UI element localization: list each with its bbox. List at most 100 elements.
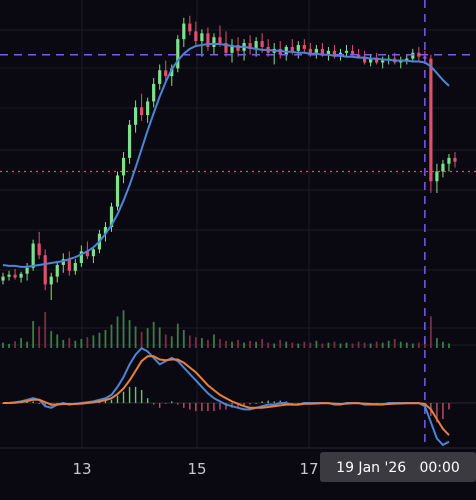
volume-bar xyxy=(122,310,125,348)
candle-body xyxy=(7,274,11,277)
volume-bar xyxy=(273,343,276,348)
x-tick-label: 15 xyxy=(187,460,206,478)
volume-bar xyxy=(339,343,342,348)
candle-body xyxy=(170,68,174,77)
volume-bar xyxy=(333,341,336,348)
moving-average-line xyxy=(2,43,450,268)
volume-bar xyxy=(351,343,354,348)
volume-bar xyxy=(74,340,77,348)
volume-bar xyxy=(285,341,288,348)
candle-body xyxy=(320,48,325,55)
macd-histogram-bar xyxy=(104,401,107,403)
macd-histogram-bar xyxy=(243,403,245,407)
volume-bar xyxy=(140,331,143,348)
volume-bar xyxy=(411,343,414,348)
volume-bar xyxy=(387,340,390,348)
candle-body xyxy=(447,157,451,164)
crosshair-date-label: 19 Jan '26 00:00 xyxy=(336,460,460,476)
volume-bar xyxy=(327,342,330,348)
macd-histogram-bar xyxy=(297,403,300,404)
macd-histogram-bar xyxy=(255,403,257,404)
volume-bar xyxy=(80,339,83,348)
volume-bar xyxy=(369,343,372,348)
x-tick-label: 13 xyxy=(72,460,91,478)
macd-layer xyxy=(0,346,476,447)
volume-bar xyxy=(92,335,95,348)
candle-body xyxy=(296,44,300,51)
volume-bar xyxy=(26,341,29,348)
candle-body xyxy=(25,267,29,274)
volume-bar xyxy=(442,341,444,348)
volume-bar xyxy=(279,339,282,348)
volume-bar xyxy=(345,342,348,348)
macd-histogram-bar xyxy=(448,403,450,410)
candle-body xyxy=(224,43,228,53)
candle-body xyxy=(206,33,210,47)
volume-bar xyxy=(146,328,149,348)
volume-bar xyxy=(14,341,16,348)
macd-histogram-bar xyxy=(146,398,149,403)
volume-bar xyxy=(225,340,227,348)
candle-body xyxy=(417,52,421,57)
macd-histogram-bar xyxy=(134,386,137,403)
candle-body xyxy=(121,157,126,176)
volume-bar xyxy=(213,334,215,348)
candle-body xyxy=(79,251,83,264)
volume-bar xyxy=(237,339,239,348)
macd-histogram-bar xyxy=(201,403,203,412)
macd-histogram-bar xyxy=(183,403,185,408)
overlay-layer xyxy=(0,0,476,448)
candle-body xyxy=(182,23,186,40)
macd-histogram-bar xyxy=(116,395,119,403)
volume-bar xyxy=(399,341,402,348)
candle-body xyxy=(362,56,367,63)
candle-body xyxy=(133,107,138,125)
crosshair-date-tooltip: 19 Jan '26 00:00 xyxy=(320,452,476,482)
volume-bar xyxy=(152,321,155,348)
candle-body xyxy=(260,41,264,47)
candle-body xyxy=(140,107,144,116)
volume-bar xyxy=(219,339,221,348)
volume-bar xyxy=(363,342,366,348)
volume-bar xyxy=(207,339,209,348)
macd-histogram-bar xyxy=(279,400,281,403)
volume-bar xyxy=(20,338,22,348)
volume-bar xyxy=(170,336,173,348)
volume-bar xyxy=(116,316,119,348)
macd-histogram-bar xyxy=(110,399,113,403)
macd-histogram-bar xyxy=(249,403,251,405)
volume-bar xyxy=(194,337,197,348)
volume-bar xyxy=(448,343,450,348)
macd-histogram-bar xyxy=(140,390,143,403)
macd-line xyxy=(3,346,450,447)
candle-body xyxy=(314,48,318,53)
macd-histogram-bar xyxy=(273,401,275,403)
candle-body xyxy=(344,50,349,53)
macd-histogram-bar xyxy=(165,403,167,404)
volume-bar xyxy=(32,321,35,348)
candle-body xyxy=(453,157,457,162)
macd-histogram-bar xyxy=(261,401,263,403)
macd-histogram-bar xyxy=(122,391,125,403)
volume-bar xyxy=(303,341,306,348)
candle-body xyxy=(176,39,180,69)
x-tick-label: 17 xyxy=(299,460,318,478)
macd-histogram-bar xyxy=(158,403,161,408)
volume-bar xyxy=(200,338,203,348)
volume-bar xyxy=(104,330,107,348)
volume-bar xyxy=(134,326,137,348)
macd-histogram-bar xyxy=(177,403,179,405)
macd-histogram-bar xyxy=(207,403,209,412)
volume-bar xyxy=(249,340,251,348)
macd-histogram-bar xyxy=(442,403,444,420)
volume-bar xyxy=(297,343,300,348)
volume-layer xyxy=(2,310,450,348)
candle-body xyxy=(31,243,35,268)
volume-bar xyxy=(164,334,167,348)
macd-histogram-bar xyxy=(56,403,58,404)
candle-body xyxy=(91,249,96,257)
volume-bar xyxy=(44,312,47,348)
volume-bar xyxy=(2,342,4,348)
